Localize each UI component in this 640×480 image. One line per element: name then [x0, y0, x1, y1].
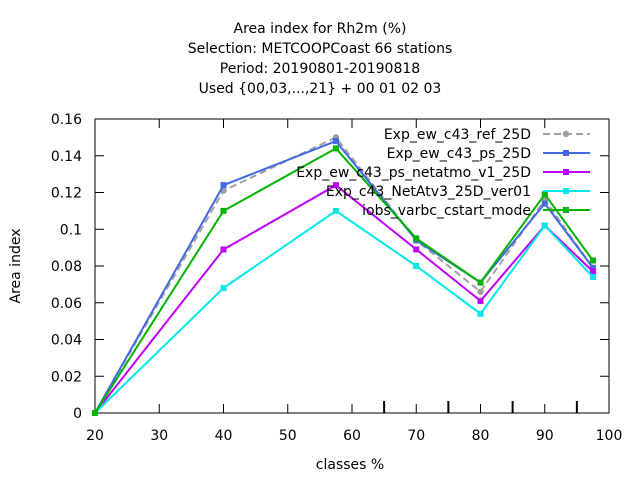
- y-tick-label: 0.12: [51, 186, 82, 202]
- x-tick-label: 80: [472, 428, 490, 444]
- data-point: [589, 257, 596, 264]
- data-point: [332, 207, 339, 214]
- y-tick-label: 0.16: [51, 112, 82, 128]
- x-tick-label: 20: [86, 428, 104, 444]
- axis-ticks: 0 0.02 0.04 0.06 0.08 0.1 0.12 0.14 0.16 20 30 40 50…: [51, 112, 623, 444]
- data-point: [332, 182, 339, 189]
- series-line: [94, 209, 594, 414]
- data-point: [563, 188, 569, 194]
- legend-label: Exp_c43_NetAtv3_25D_ver01: [326, 184, 531, 200]
- series-group: [91, 134, 597, 417]
- x-axis-label: classes %: [316, 457, 384, 473]
- data-point: [562, 130, 570, 138]
- legend-label: Exp_ew_c43_ps_netatmo_v1_25D: [296, 165, 531, 181]
- y-tick-label: 0: [73, 406, 82, 422]
- x-tick-label: 60: [343, 428, 361, 444]
- y-tick-label: 0.08: [51, 259, 82, 275]
- x-tick-label: 30: [150, 428, 168, 444]
- x-tick-label: 70: [407, 428, 425, 444]
- y-tick-label: 0.14: [51, 149, 82, 165]
- chart-title-line: Used {00,03,...,21} + 00 01 02 03: [199, 81, 442, 97]
- data-point: [413, 263, 420, 269]
- data-point: [413, 235, 420, 242]
- chart-title: Area index for Rh2m (%) Selection: METCOO…: [188, 21, 453, 97]
- data-point: [220, 246, 227, 253]
- y-tick-label: 0.06: [51, 296, 82, 312]
- legend: Exp_ew_c43_ref_25D Exp_ew_c43_ps_25D Exp_e…: [296, 127, 590, 219]
- data-point: [477, 279, 484, 286]
- legend-label: Exp_ew_c43_ps_25D: [387, 146, 531, 162]
- data-point: [332, 145, 339, 152]
- data-point: [477, 297, 484, 304]
- series-line: [94, 139, 594, 414]
- y-tick-label: 0.04: [51, 333, 82, 349]
- chart-title-line: Period: 20190801-20190818: [220, 61, 420, 77]
- data-point: [220, 182, 227, 189]
- legend-label: iobs_varbc_cstart_mode: [362, 203, 531, 219]
- data-point: [220, 285, 227, 292]
- series-4: [92, 207, 596, 416]
- data-point: [220, 207, 227, 214]
- data-point: [541, 191, 548, 198]
- plot-frame: [94, 118, 610, 414]
- x-tick-label: 50: [279, 428, 297, 444]
- data-point: [541, 222, 548, 229]
- y-axis-label: Area index: [8, 229, 24, 304]
- y-tick-label: 0.1: [60, 222, 82, 238]
- data-point: [477, 310, 484, 317]
- chart-title-line: Selection: METCOOPCoast 66 stations: [188, 41, 453, 57]
- data-point: [563, 169, 569, 175]
- x-tick-label: 90: [536, 428, 554, 444]
- series-5: [92, 145, 596, 416]
- legend-label: Exp_ew_c43_ref_25D: [384, 127, 531, 143]
- x-tick-label: 40: [215, 428, 233, 444]
- data-point: [92, 410, 98, 416]
- data-point: [413, 246, 420, 253]
- x-tick-label: 100: [596, 428, 623, 444]
- chart-title-line: Area index for Rh2m (%): [234, 21, 407, 37]
- data-point: [541, 200, 548, 207]
- data-point: [477, 288, 484, 295]
- y-tick-label: 0.02: [51, 369, 82, 385]
- data-point: [332, 138, 339, 145]
- data-point: [589, 268, 596, 275]
- series-line: [94, 183, 594, 414]
- data-point: [589, 264, 596, 271]
- data-point: [563, 207, 569, 213]
- data-point: [563, 150, 569, 156]
- data-point: [589, 274, 596, 281]
